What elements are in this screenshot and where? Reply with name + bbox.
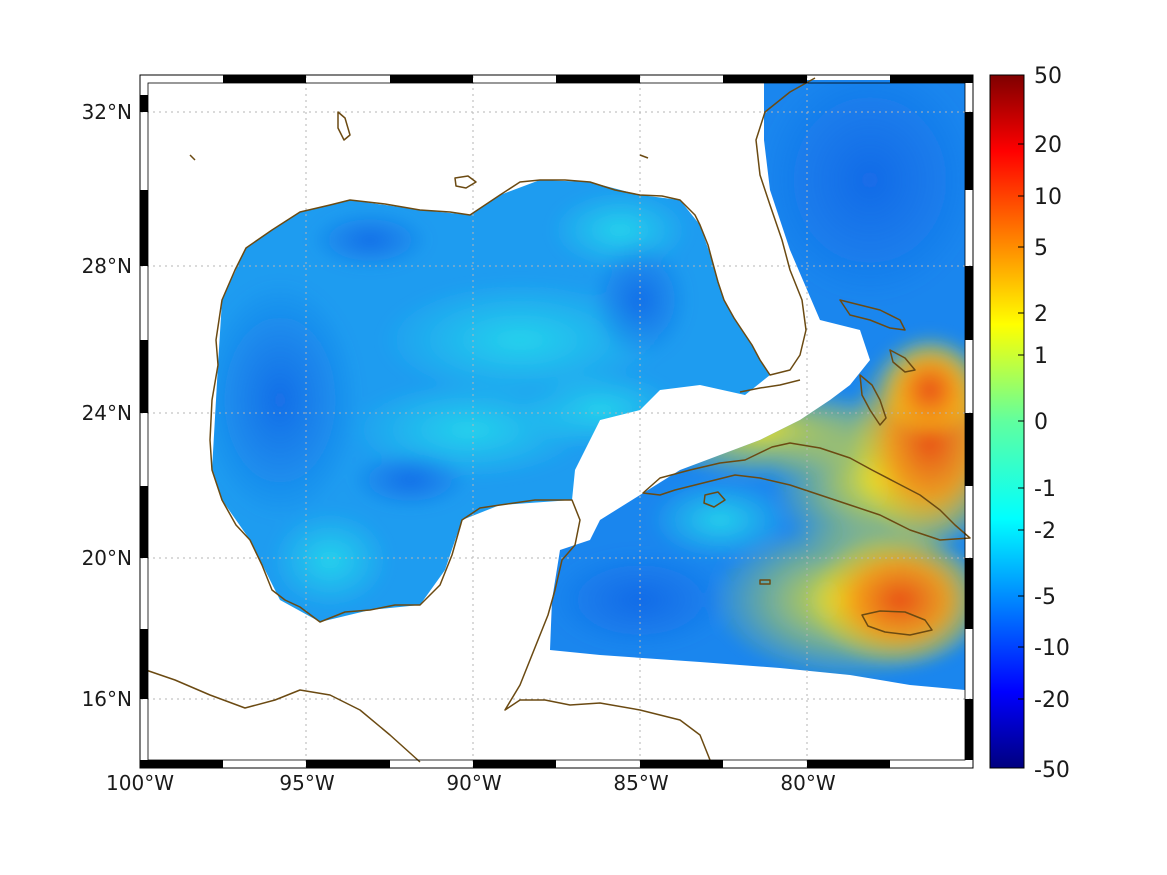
colorbar-label-10: 10 xyxy=(1034,185,1062,210)
lat-label-16n: 16°N xyxy=(82,687,132,711)
colorbar-label-1: 1 xyxy=(1034,344,1048,369)
colorbar-label-5: 5 xyxy=(1034,236,1048,261)
lat-label-28n: 28°N xyxy=(82,254,132,278)
colorbar-label-neg50: -50 xyxy=(1034,758,1070,783)
lon-label-95w: 95°W xyxy=(279,771,334,795)
lat-label-32n: 32°N xyxy=(82,100,132,124)
frame-ticks xyxy=(139,74,974,769)
colorbar-label-50: 50 xyxy=(1034,64,1062,89)
lat-label-20n: 20°N xyxy=(82,546,132,570)
lon-label-80w: 80°W xyxy=(780,771,835,795)
colorbar-label-neg1: -1 xyxy=(1034,477,1056,502)
ocean-field xyxy=(212,80,965,690)
coastlines xyxy=(139,77,971,763)
colorbar-label-neg10: -10 xyxy=(1034,636,1070,661)
colorbar-label-2: 2 xyxy=(1034,302,1048,327)
colorbar: 50 20 10 5 2 1 0 -1 -2 -5 -10 -20 -50 xyxy=(989,64,1070,783)
latitude-labels: 32°N 28°N 24°N 20°N 16°N xyxy=(82,100,132,711)
colorbar-label-20: 20 xyxy=(1034,133,1062,158)
colorbar-label-neg20: -20 xyxy=(1034,688,1070,713)
lat-label-24n: 24°N xyxy=(82,401,132,425)
lon-label-100w: 100°W xyxy=(106,771,174,795)
colorbar-label-neg2: -2 xyxy=(1034,519,1056,544)
lon-label-90w: 90°W xyxy=(446,771,501,795)
longitude-labels: 100°W 95°W 90°W 85°W 80°W xyxy=(106,771,836,795)
colorbar-label-neg5: -5 xyxy=(1034,585,1056,610)
colorbar-label-0: 0 xyxy=(1034,410,1048,435)
lon-label-85w: 85°W xyxy=(613,771,668,795)
colorbar-gradient xyxy=(989,74,1025,769)
